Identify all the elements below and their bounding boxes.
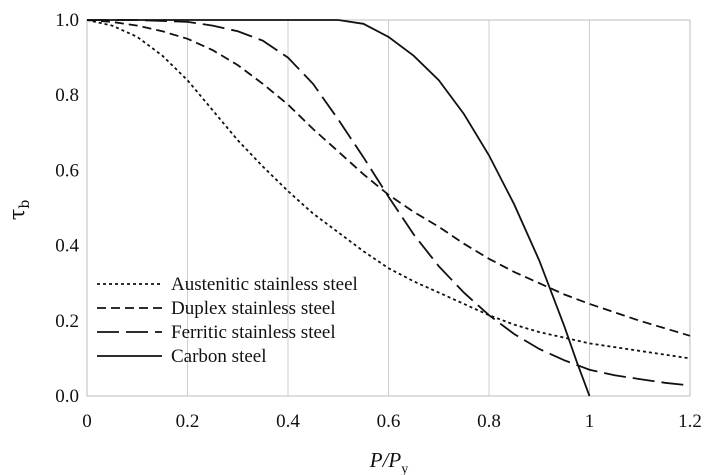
y-tick-label: 1.0 [55, 10, 79, 31]
series-lines [86, 19, 691, 397]
y-axis-title: τb [5, 200, 33, 221]
x-tick-label: 0 [82, 411, 92, 432]
legend-label: Duplex stainless steel [171, 298, 336, 319]
x-tick-label: 0.4 [276, 411, 300, 432]
y-tick-label: 0.4 [55, 236, 79, 257]
y-tick-label: 0.2 [55, 311, 79, 332]
y-tick-label: 0.8 [55, 85, 79, 106]
series-line-4 [87, 19, 591, 397]
x-tick-label: 1.2 [678, 411, 702, 432]
x-tick-label: 0.2 [176, 411, 200, 432]
y-tick-label: 0.0 [55, 386, 79, 407]
x-tick-labels: 0 0.2 0.4 0.6 0.8 1 1.2 [82, 411, 702, 432]
legend-label: Carbon steel [171, 346, 267, 367]
plot-frame [86, 19, 691, 397]
series-line-1 [86, 19, 691, 360]
series-line-3 [87, 19, 691, 387]
grid-lines [187, 20, 590, 396]
x-axis-title: P/Py [369, 448, 409, 475]
x-tick-label: 0.6 [377, 411, 401, 432]
legend-label: Ferritic stainless steel [171, 322, 336, 343]
y-tick-labels: 0.0 0.2 0.4 0.6 0.8 1.0 [55, 10, 79, 407]
y-tick-label: 0.6 [55, 160, 79, 181]
x-tick-label: 0.8 [477, 411, 501, 432]
legend-label: Austenitic stainless steel [171, 274, 358, 295]
x-tick-label: 1 [585, 411, 595, 432]
series-line-2 [86, 19, 691, 337]
legend: Austenitic stainless steel Duplex stainle… [97, 274, 358, 367]
